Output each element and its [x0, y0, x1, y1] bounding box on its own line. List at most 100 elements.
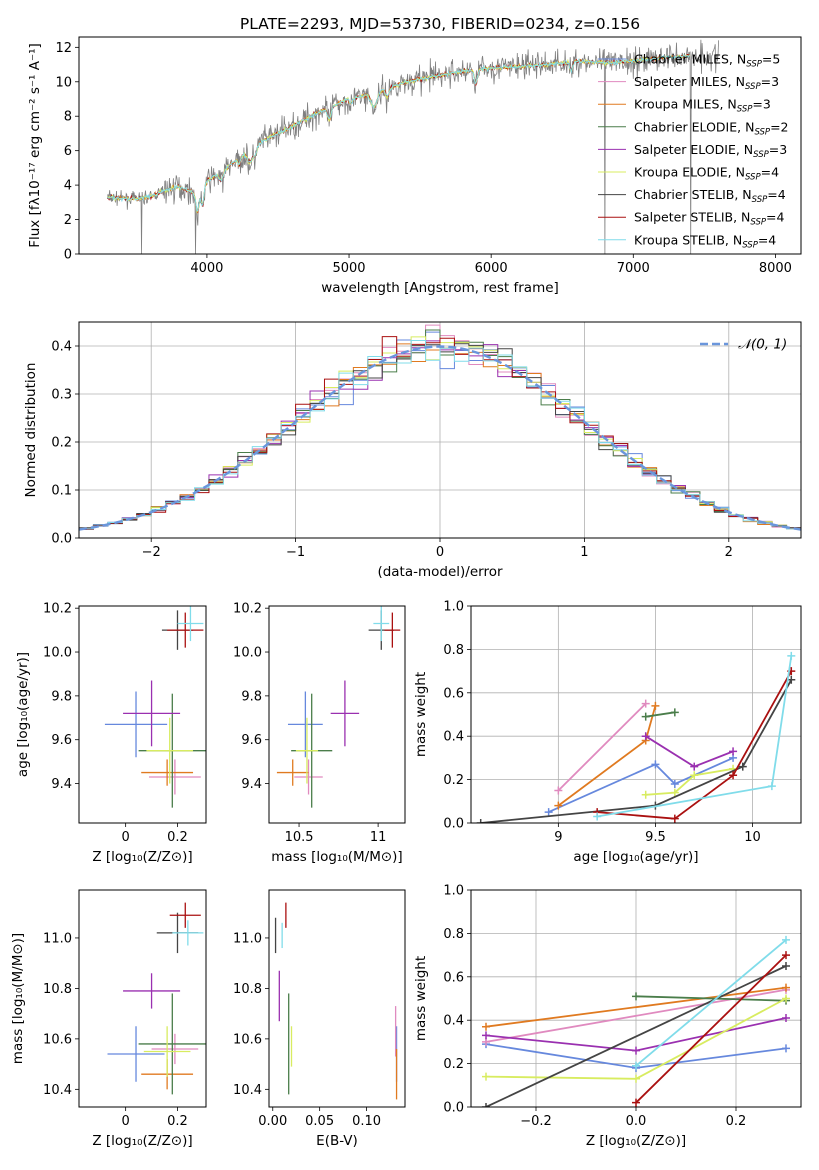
y-axis-label: Flux [fλ10⁻¹⁷ erg cm⁻² s⁻¹ A⁻¹]: [27, 43, 43, 248]
y-tick-label: 0.0: [443, 1101, 464, 1116]
x-tick-label: 6000: [475, 261, 508, 276]
plot-frame: [78, 889, 207, 1108]
weight-marker: [482, 1022, 490, 1031]
x-axis-label: Z [log₁₀(Z/Z⊙)]: [92, 1133, 192, 1149]
residual-histogram-panel: −2 −1 0 1 2 0.0 0.1 0.2 0.3 0.4 (data-model)/error…: [23, 321, 802, 580]
x-tick-label: 0.10: [352, 1114, 381, 1129]
y-axis-label: Normed distribution: [23, 363, 39, 498]
weight-line: [645, 711, 675, 718]
error-bar-point: [148, 759, 201, 795]
tick-marks: 10.5 11 9.4 9.6 9.8 10.0 10.2: [233, 602, 386, 845]
plot-frame: [78, 605, 207, 824]
legend-tail: =4: [766, 210, 784, 225]
y-axis-label: age [log₁₀(age/yr)]: [15, 652, 31, 777]
weight-line: [635, 954, 787, 1104]
model-line: [107, 53, 691, 213]
weight-marker: [738, 762, 747, 771]
weight-marker: [670, 788, 679, 797]
age-vs-metallicity-panel: 0 0.2 9.4 9.6 9.8 10.0 10.2 Z [log₁₀(Z/Z⊙)] age …: [15, 602, 207, 865]
legend-subscript: SSP: [753, 150, 769, 160]
x-tick-label: 0: [436, 545, 444, 560]
tick-marks: −0.2 0.0 0.2 0.0 0.2 0.4 0.6 0.8 1.0: [443, 884, 746, 1130]
y-tick-label: 10.8: [233, 982, 262, 997]
weight-line: [485, 965, 787, 1107]
legend-subscript: SSP: [745, 173, 761, 183]
weight-marker: [482, 1031, 490, 1040]
weight-marker: [782, 951, 790, 960]
x-axis-label: age [log₁₀(age/yr)]: [573, 849, 698, 865]
y-tick-label: 0.2: [443, 1057, 464, 1072]
y-tick-label: 10: [55, 75, 72, 90]
y-tick-label: 0.4: [443, 1014, 464, 1029]
weight-marker: [782, 1014, 790, 1023]
plot-frame: [78, 321, 802, 539]
x-axis-label: E(B-V): [316, 1133, 358, 1149]
model-spectrum: [107, 54, 690, 212]
weight-marker: [782, 994, 790, 1003]
weight-series: [593, 651, 796, 821]
plot-frame: [470, 605, 802, 824]
figure-title: PLATE=2293, MJD=53730, FIBERID=0234, z=0…: [240, 15, 640, 33]
x-axis-label: (data-model)/error: [377, 564, 503, 580]
weight-marker: [651, 760, 660, 769]
error-bar-point: [294, 759, 323, 795]
model-spectrum: [107, 54, 691, 214]
x-axis-label: mass [log₁₀(M/M⊙)]: [271, 849, 402, 865]
y-tick-label: 0.1: [51, 484, 72, 499]
weight-series: [482, 1014, 790, 1055]
y-tick-label: 0.2: [51, 436, 72, 451]
y-tick-label: 8: [64, 110, 72, 125]
tick-marks: 0 0.2 9.4 9.6 9.8 10.0 10.2: [43, 602, 188, 845]
weight-line: [635, 939, 787, 1067]
weight-marker: [782, 983, 790, 992]
weight-marker: [651, 701, 660, 710]
weight-series: [554, 699, 650, 795]
error-bars: [104, 606, 206, 808]
y-tick-label: 0.0: [51, 532, 72, 547]
error-bar-point: [107, 1026, 165, 1082]
legend-label: Salpeter ELODIE, NSSP=3: [634, 142, 787, 160]
weight-line: [597, 670, 793, 820]
y-tick-label: 4: [64, 179, 72, 194]
y-tick-label: 2: [64, 213, 72, 228]
legend-subscript: SSP: [752, 195, 768, 205]
weight-marker: [641, 790, 650, 799]
plot-frame: [78, 36, 802, 255]
tick-marks: −2 −1 0 1 2 0.0 0.1 0.2 0.3 0.4: [51, 340, 733, 561]
tick-marks: 9 9.5 10 0.0 0.2 0.4 0.6 0.8 1.0: [443, 600, 760, 846]
tick-marks: 0 0.2 10.4 10.6 10.8 11.0: [43, 931, 188, 1129]
y-tick-label: 9.4: [51, 777, 72, 792]
observed-spectrum: [107, 39, 719, 254]
y-tick-label: 10.2: [43, 602, 72, 617]
weight-series: [641, 732, 738, 771]
error-bar-point: [138, 993, 206, 1095]
weight-marker: [641, 712, 650, 721]
model-spectrum: [107, 53, 691, 213]
error-bar-point: [384, 612, 401, 648]
weight-marker: [554, 786, 563, 795]
plot-frame: [268, 889, 406, 1108]
error-bar-point: [151, 1033, 199, 1065]
weight-marker: [787, 651, 796, 660]
weight-series: [641, 764, 738, 799]
plot-frame: [268, 605, 406, 824]
mass-vs-extinction-panel: 0.00 0.05 0.10 10.4 10.6 10.8 11.0 E(B-V): [233, 889, 406, 1149]
x-tick-label: 10.5: [285, 830, 314, 845]
tick-marks: 0.00 0.05 0.10 10.4 10.6 10.8 11.0: [233, 931, 381, 1129]
error-bar-point: [141, 759, 194, 786]
weight-marker: [670, 779, 679, 788]
error-bar-point: [295, 717, 319, 784]
y-axis-label: mass weight: [413, 956, 429, 1041]
weight-series: [482, 983, 790, 1031]
age-vs-mass-panel: 10.5 11 9.4 9.6 9.8 10.0 10.2 mass [log₁₀(M/M⊙)…: [233, 602, 406, 865]
legend-label: Salpeter STELIB, NSSP=4: [634, 210, 784, 228]
weight-marker: [670, 814, 679, 823]
y-tick-label: 10.0: [43, 646, 72, 661]
legend-tail: =3: [761, 74, 779, 89]
y-tick-label: 0.4: [443, 730, 464, 745]
x-tick-label: 9.5: [645, 830, 666, 845]
weight-marker: [632, 1098, 640, 1107]
y-tick-label: 11.0: [43, 931, 72, 946]
y-tick-label: 10.2: [233, 602, 262, 617]
